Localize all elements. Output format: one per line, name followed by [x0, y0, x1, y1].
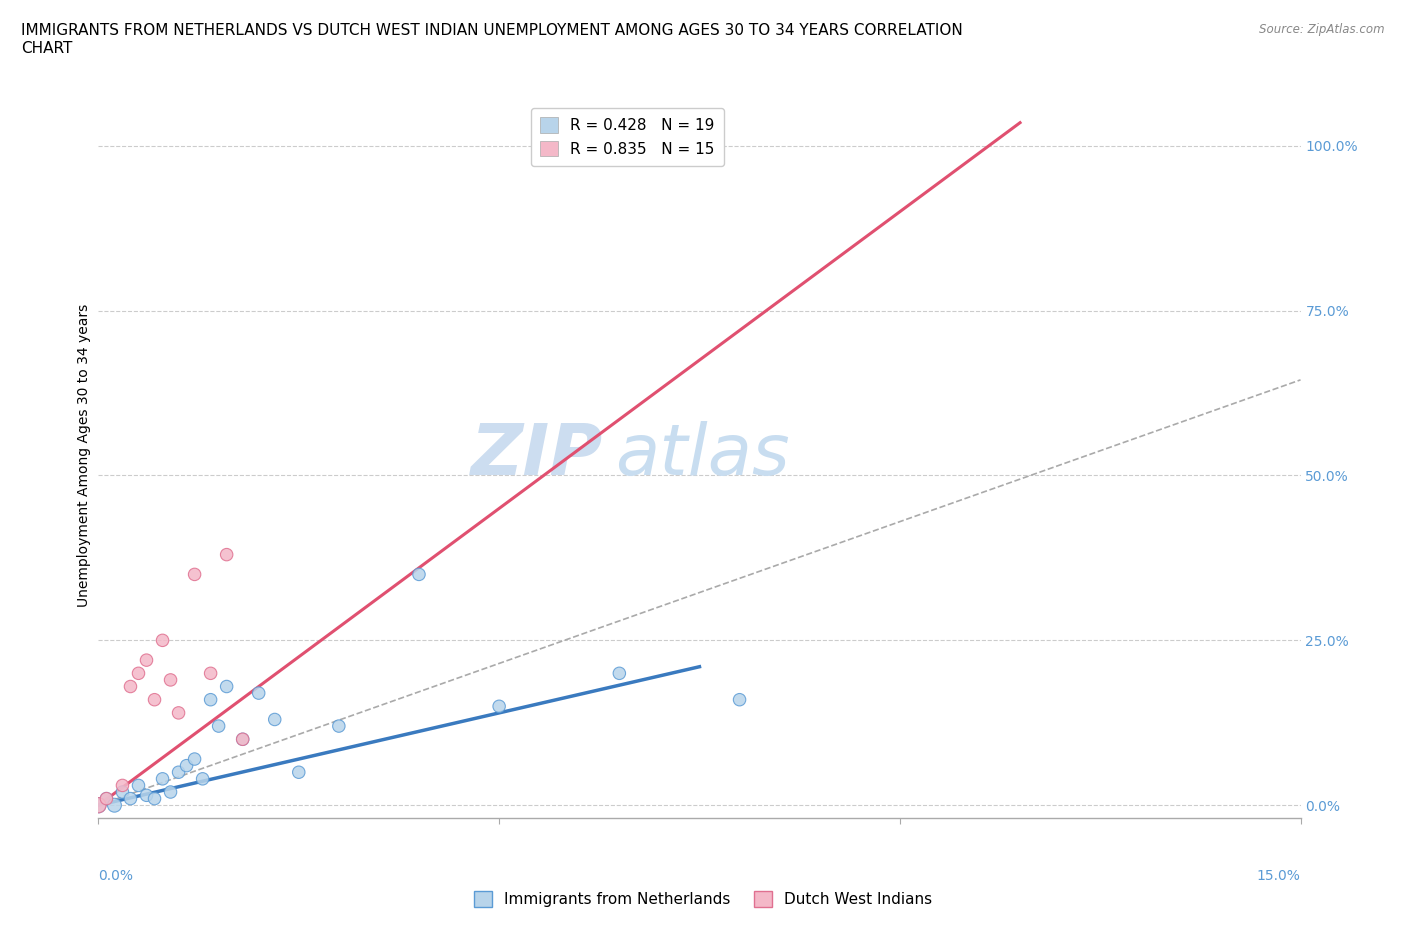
Point — [609, 666, 631, 681]
Point — [215, 679, 238, 694]
Point — [143, 692, 166, 707]
Point — [87, 798, 110, 813]
Point — [135, 788, 157, 803]
Point — [167, 764, 190, 779]
Point — [143, 791, 166, 806]
Point — [328, 719, 350, 734]
Point — [200, 666, 222, 681]
Text: Source: ZipAtlas.com: Source: ZipAtlas.com — [1260, 23, 1385, 36]
Legend: Immigrants from Netherlands, Dutch West Indians: Immigrants from Netherlands, Dutch West … — [468, 884, 938, 913]
Point — [408, 567, 430, 582]
Point — [111, 785, 134, 800]
Point — [159, 672, 181, 687]
Y-axis label: Unemployment Among Ages 30 to 34 years: Unemployment Among Ages 30 to 34 years — [77, 304, 91, 607]
Point — [135, 653, 157, 668]
Point — [488, 698, 510, 713]
Point — [128, 666, 150, 681]
Point — [183, 567, 205, 582]
Point — [208, 719, 231, 734]
Point — [263, 712, 285, 727]
Point — [200, 692, 222, 707]
Point — [159, 785, 181, 800]
Point — [120, 679, 142, 694]
Point — [103, 798, 125, 813]
Point — [128, 778, 150, 793]
Point — [167, 706, 190, 721]
Text: ZIP: ZIP — [471, 421, 603, 490]
Point — [152, 771, 174, 786]
Point — [183, 751, 205, 766]
Point — [120, 791, 142, 806]
Point — [191, 771, 214, 786]
Text: atlas: atlas — [616, 421, 790, 490]
Point — [215, 547, 238, 562]
Point — [176, 758, 198, 773]
Point — [87, 798, 110, 813]
Point — [111, 778, 134, 793]
Point — [96, 791, 118, 806]
Point — [152, 633, 174, 648]
Point — [728, 692, 751, 707]
Point — [96, 791, 118, 806]
Point — [288, 764, 311, 779]
Text: IMMIGRANTS FROM NETHERLANDS VS DUTCH WEST INDIAN UNEMPLOYMENT AMONG AGES 30 TO 3: IMMIGRANTS FROM NETHERLANDS VS DUTCH WES… — [21, 23, 963, 56]
Text: 0.0%: 0.0% — [98, 870, 134, 884]
Text: 15.0%: 15.0% — [1257, 870, 1301, 884]
Point — [232, 732, 254, 747]
Point — [247, 685, 270, 700]
Legend: R = 0.428   N = 19, R = 0.835   N = 15: R = 0.428 N = 19, R = 0.835 N = 15 — [530, 108, 724, 166]
Point — [609, 139, 631, 153]
Point — [232, 732, 254, 747]
